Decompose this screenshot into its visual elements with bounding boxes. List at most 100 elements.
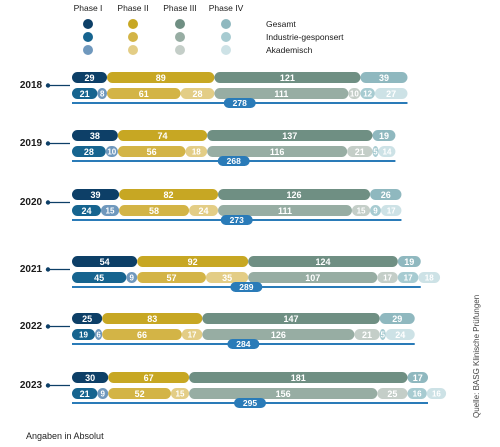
total-label-2022: 284 — [236, 339, 250, 349]
bar-gesamt-2023-phase-3 — [189, 372, 408, 383]
bar-akademisch-2019-phase-4 — [378, 146, 396, 157]
bar-gesamt-2019-phase-1 — [72, 130, 118, 141]
bar-industrie-2019-phase-4 — [372, 146, 379, 157]
bar-akademisch-2019-phase-1 — [105, 146, 118, 157]
bar-gesamt-2019-phase-3 — [207, 130, 373, 141]
label-akademisch-2018-phase-3: 10 — [350, 90, 359, 99]
label-industrie-2021-phase-4: 17 — [404, 274, 413, 283]
label-industrie-2021-phase-2: 57 — [167, 273, 177, 283]
label-gesamt-2018-phase-4: 39 — [379, 73, 389, 83]
total-badge-2022 — [227, 339, 260, 349]
label-industrie-2023-phase-2: 52 — [135, 389, 145, 399]
label-akademisch-2023-phase-2: 15 — [176, 390, 185, 399]
year-dot-2019 — [45, 141, 51, 146]
bar-akademisch-2018-phase-4 — [374, 88, 408, 99]
label-industrie-2018-phase-2: 61 — [139, 89, 149, 99]
bar-gesamt-2022-phase-4 — [379, 313, 415, 324]
bar-industrie-2019-phase-1 — [72, 146, 106, 157]
legend-phase-4: Phase IV — [209, 3, 244, 13]
label-akademisch-2018-phase-4: 27 — [386, 89, 396, 99]
legend-dot-industrie-phase-4 — [221, 32, 231, 42]
bar-akademisch-2021-phase-4 — [418, 272, 441, 283]
label-industrie-2023-phase-4: 16 — [413, 390, 422, 399]
legend-dot-gesamt-phase-1 — [83, 19, 93, 29]
bar-akademisch-2018-phase-3 — [348, 88, 361, 99]
bar-industrie-2020-phase-2 — [119, 205, 190, 216]
legend-dot-akademisch-phase-2 — [128, 45, 138, 55]
total-badge-2018 — [223, 98, 256, 108]
bar-akademisch-2023-phase-4 — [426, 388, 447, 399]
year-dot-2022 — [45, 324, 51, 329]
bar-akademisch-2020-phase-1 — [100, 205, 120, 216]
label-industrie-2020-phase-3: 111 — [278, 206, 292, 216]
bar-gesamt-2021-phase-1 — [72, 256, 138, 267]
legend-dot-gesamt-phase-3 — [175, 19, 185, 29]
label-gesamt-2023-phase-1: 30 — [85, 373, 95, 383]
label-gesamt-2019-phase-4: 19 — [379, 131, 389, 141]
bar-akademisch-2020-phase-4 — [380, 205, 402, 216]
bar-gesamt-2019-phase-2 — [117, 130, 208, 141]
bar-gesamt-2020-phase-3 — [218, 189, 371, 200]
label-akademisch-2021-phase-2: 35 — [222, 273, 232, 283]
label-industrie-2022-phase-1: 19 — [79, 331, 88, 340]
label-gesamt-2021-phase-3: 124 — [315, 257, 330, 267]
legend-dot-industrie-phase-3 — [175, 32, 185, 42]
label-gesamt-2020-phase-3: 126 — [287, 190, 302, 200]
bar-industrie-2023-phase-2 — [108, 388, 171, 399]
bar-akademisch-2020-phase-2 — [189, 205, 219, 216]
label-akademisch-2020-phase-2: 24 — [199, 206, 209, 216]
bar-akademisch-2023-phase-2 — [170, 388, 190, 399]
bar-gesamt-2021-phase-3 — [248, 256, 398, 267]
label-akademisch-2018-phase-2: 28 — [192, 89, 202, 99]
label-industrie-2019-phase-3: 116 — [270, 147, 285, 157]
year-dot-2018 — [45, 83, 51, 88]
total-badge-2019 — [217, 156, 250, 166]
bar-gesamt-2023-phase-4 — [407, 372, 428, 383]
bar-gesamt-2023-phase-1 — [72, 372, 109, 383]
bar-industrie-2021-phase-4 — [397, 272, 419, 283]
year-label-2022: 2022 — [20, 321, 43, 332]
label-akademisch-2021-phase-1: 9 — [130, 274, 135, 283]
label-gesamt-2021-phase-1: 54 — [100, 257, 110, 267]
year-dot-2021 — [45, 267, 51, 272]
label-akademisch-2022-phase-2: 17 — [188, 331, 197, 340]
label-gesamt-2021-phase-2: 92 — [188, 257, 198, 267]
label-gesamt-2018-phase-3: 121 — [280, 73, 295, 83]
bar-industrie-2021-phase-1 — [72, 272, 127, 283]
bar-industrie-2022-phase-3 — [202, 329, 355, 340]
legend-dot-akademisch-phase-3 — [175, 45, 185, 55]
legend-dot-gesamt-phase-4 — [221, 19, 231, 29]
total-label-2018: 278 — [233, 98, 247, 108]
total-label-2019: 268 — [227, 156, 241, 166]
bar-industrie-2022-phase-4 — [379, 329, 386, 340]
legend-dot-akademisch-phase-1 — [83, 45, 93, 55]
bar-gesamt-2020-phase-1 — [72, 189, 120, 200]
bar-gesamt-2023-phase-2 — [108, 372, 190, 383]
label-akademisch-2019-phase-4: 14 — [383, 148, 392, 157]
bar-industrie-2023-phase-3 — [189, 388, 378, 399]
legend-dot-akademisch-phase-4 — [221, 45, 231, 55]
label-industrie-2018-phase-3: 111 — [274, 89, 288, 99]
bar-industrie-2018-phase-3 — [214, 88, 349, 99]
bar-gesamt-2020-phase-4 — [370, 189, 402, 200]
label-gesamt-2023-phase-2: 67 — [144, 373, 154, 383]
bar-akademisch-2021-phase-3 — [377, 272, 398, 283]
bar-gesamt-2022-phase-3 — [202, 313, 380, 324]
label-gesamt-2020-phase-2: 82 — [164, 190, 174, 200]
year-label-2019: 2019 — [20, 138, 43, 149]
total-label-2023: 295 — [243, 398, 257, 408]
bar-akademisch-2021-phase-2 — [205, 272, 249, 283]
bar-industrie-2023-phase-4 — [407, 388, 427, 399]
label-akademisch-2021-phase-3: 17 — [383, 274, 392, 283]
label-industrie-2021-phase-1: 45 — [94, 273, 104, 283]
year-label-2023: 2023 — [20, 380, 43, 391]
bar-akademisch-2018-phase-1 — [97, 88, 107, 99]
bar-industrie-2019-phase-3 — [207, 146, 348, 157]
label-gesamt-2023-phase-3: 181 — [291, 373, 306, 383]
bar-industrie-2020-phase-1 — [72, 205, 101, 216]
label-akademisch-2020-phase-3: 15 — [357, 207, 366, 216]
bar-akademisch-2019-phase-3 — [347, 146, 373, 157]
label-akademisch-2020-phase-1: 15 — [106, 207, 115, 216]
label-akademisch-2023-phase-4: 16 — [432, 390, 441, 399]
